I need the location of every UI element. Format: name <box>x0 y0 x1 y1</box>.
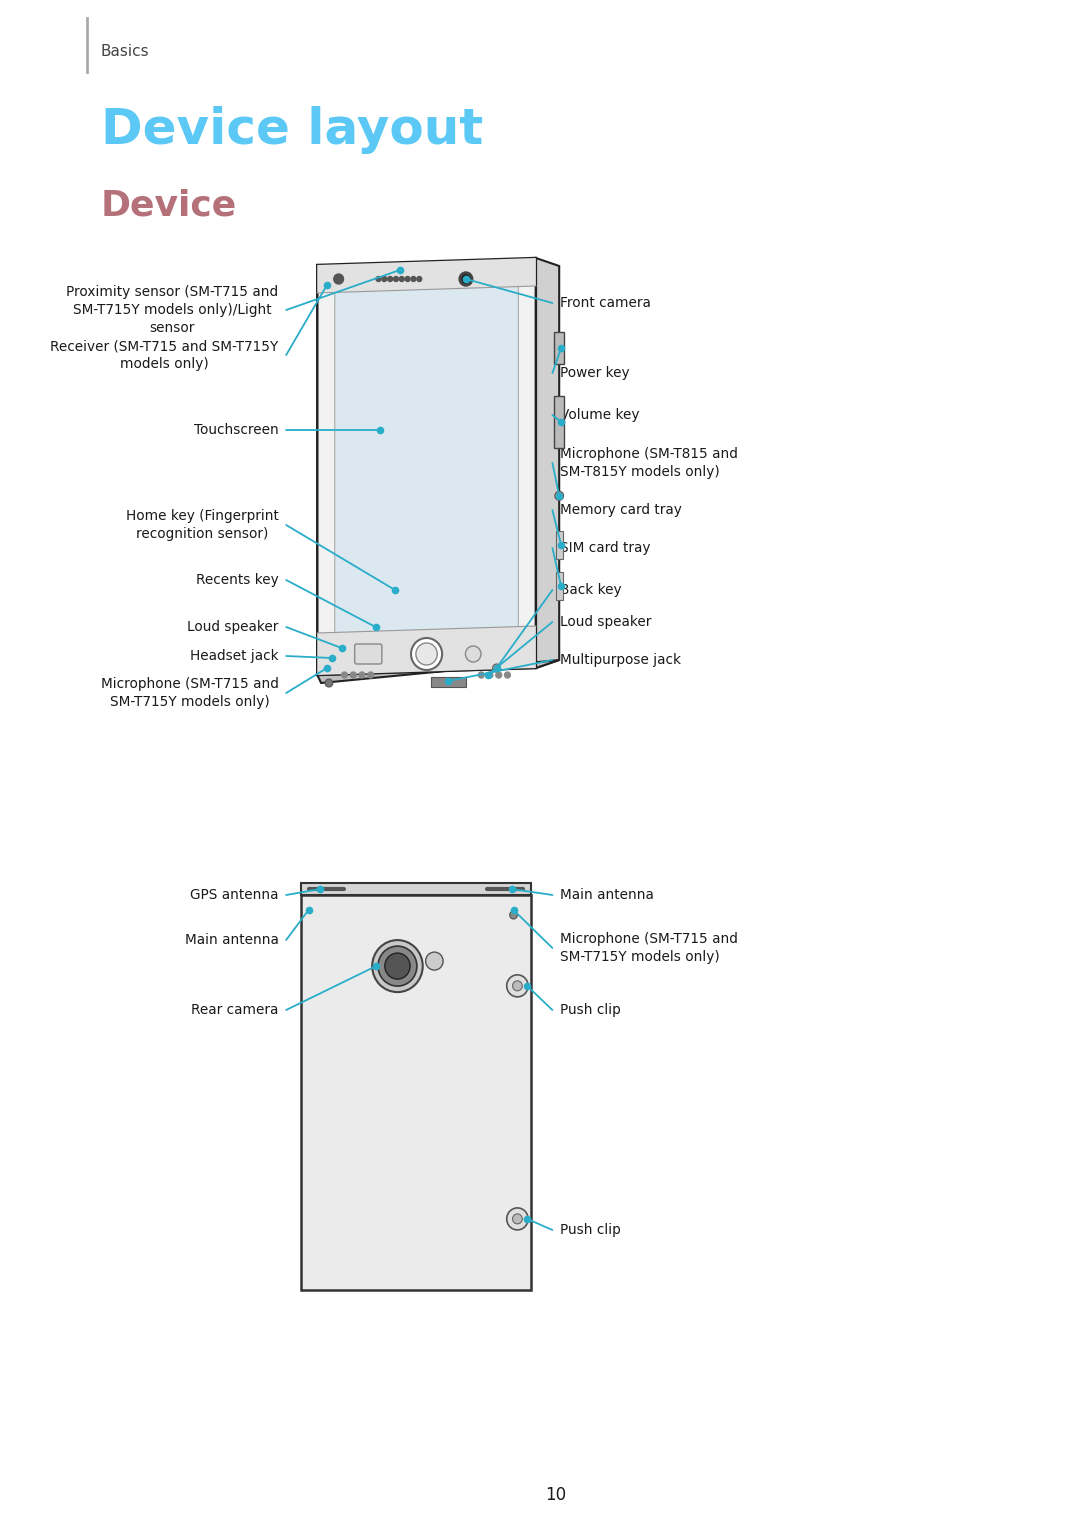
Polygon shape <box>318 626 536 675</box>
Circle shape <box>405 276 410 281</box>
Circle shape <box>376 276 381 281</box>
Text: Device layout: Device layout <box>100 105 483 154</box>
Polygon shape <box>318 258 536 293</box>
Text: Main antenna: Main antenna <box>561 889 654 902</box>
Text: Device: Device <box>100 188 237 221</box>
Circle shape <box>368 672 374 678</box>
Circle shape <box>393 276 399 281</box>
Text: Microphone (SM-T715 and
SM-T715Y models only): Microphone (SM-T715 and SM-T715Y models … <box>561 931 738 964</box>
Circle shape <box>492 664 500 672</box>
Text: Push clip: Push clip <box>561 1223 621 1237</box>
Circle shape <box>478 672 484 678</box>
Circle shape <box>350 672 356 678</box>
Text: Back key: Back key <box>561 583 622 597</box>
Text: Power key: Power key <box>561 366 630 380</box>
Circle shape <box>417 276 421 281</box>
Polygon shape <box>318 660 559 683</box>
Text: Receiver (SM-T715 and SM-T715Y
models only): Receiver (SM-T715 and SM-T715Y models on… <box>50 339 279 371</box>
Text: Proximity sensor (SM-T715 and
SM-T715Y models only)/Light
sensor: Proximity sensor (SM-T715 and SM-T715Y m… <box>66 286 279 334</box>
Text: Main antenna: Main antenna <box>185 933 279 947</box>
Circle shape <box>400 276 404 281</box>
Circle shape <box>416 643 437 664</box>
Text: SIM card tray: SIM card tray <box>561 541 650 554</box>
Polygon shape <box>335 276 518 657</box>
Circle shape <box>359 672 365 678</box>
Text: Push clip: Push clip <box>561 1003 621 1017</box>
Text: Basics: Basics <box>100 44 149 60</box>
Polygon shape <box>300 895 531 1290</box>
Circle shape <box>504 672 511 678</box>
Circle shape <box>496 672 501 678</box>
Bar <box>556 531 563 559</box>
Circle shape <box>373 941 422 993</box>
Text: Touchscreen: Touchscreen <box>193 423 279 437</box>
Circle shape <box>426 953 443 970</box>
Circle shape <box>507 1208 528 1229</box>
Text: Loud speaker: Loud speaker <box>187 620 279 634</box>
Text: Home key (Fingerprint
recognition sensor): Home key (Fingerprint recognition sensor… <box>125 508 279 541</box>
Text: GPS antenna: GPS antenna <box>190 889 279 902</box>
Text: Memory card tray: Memory card tray <box>561 502 683 518</box>
Circle shape <box>341 672 348 678</box>
Bar <box>556 573 563 600</box>
Text: Volume key: Volume key <box>561 408 639 421</box>
Polygon shape <box>318 258 536 675</box>
Text: Recents key: Recents key <box>195 573 279 586</box>
Bar <box>431 676 465 687</box>
Polygon shape <box>300 883 531 895</box>
Circle shape <box>325 680 333 687</box>
Circle shape <box>378 947 417 986</box>
Circle shape <box>513 980 523 991</box>
Text: Rear camera: Rear camera <box>191 1003 279 1017</box>
Circle shape <box>459 272 473 286</box>
Circle shape <box>513 1214 523 1225</box>
Circle shape <box>384 953 410 979</box>
Text: Headset jack: Headset jack <box>190 649 279 663</box>
Bar <box>554 333 564 365</box>
Bar <box>554 395 564 447</box>
Text: Microphone (SM-T815 and
SM-T815Y models only): Microphone (SM-T815 and SM-T815Y models … <box>561 447 738 479</box>
Circle shape <box>334 273 343 284</box>
Polygon shape <box>536 258 559 667</box>
Circle shape <box>382 276 387 281</box>
Circle shape <box>487 672 492 678</box>
Text: 10: 10 <box>544 1486 566 1504</box>
Circle shape <box>555 492 564 501</box>
Text: Multipurpose jack: Multipurpose jack <box>561 654 681 667</box>
FancyBboxPatch shape <box>354 644 382 664</box>
Text: Microphone (SM-T715 and
SM-T715Y models only): Microphone (SM-T715 and SM-T715Y models … <box>100 676 279 709</box>
Text: Loud speaker: Loud speaker <box>561 615 651 629</box>
Circle shape <box>388 276 392 281</box>
Circle shape <box>465 646 481 663</box>
Circle shape <box>510 912 517 919</box>
Circle shape <box>462 275 470 282</box>
Circle shape <box>507 974 528 997</box>
Circle shape <box>411 276 416 281</box>
Circle shape <box>411 638 442 670</box>
Text: Front camera: Front camera <box>561 296 651 310</box>
